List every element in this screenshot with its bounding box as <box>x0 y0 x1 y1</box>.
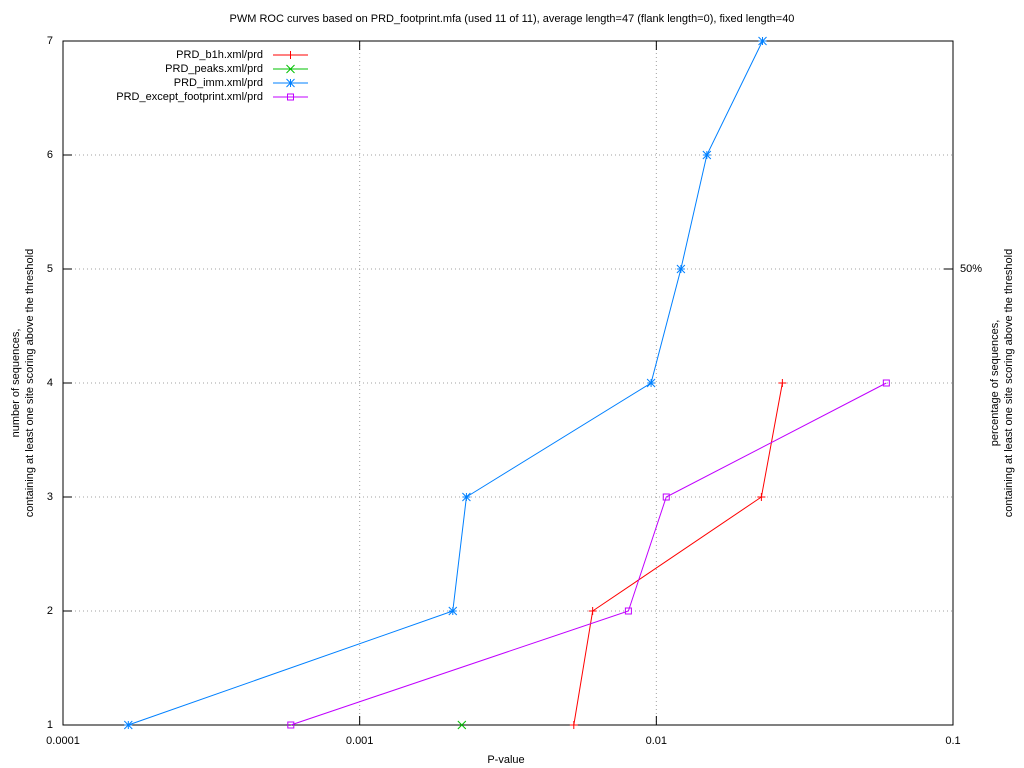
y-tick-label: 4 <box>47 377 53 389</box>
legend-marker <box>286 51 295 59</box>
y-tick-label: 5 <box>47 263 53 275</box>
marker <box>123 720 133 730</box>
legend-label: PRD_peaks.xml/prd <box>165 63 263 75</box>
marker <box>588 607 597 615</box>
series-line <box>573 382 783 726</box>
y-tick-label: 7 <box>47 35 53 47</box>
plot-border <box>62 40 954 726</box>
y-tick-label: 6 <box>47 149 53 161</box>
marker <box>457 720 467 730</box>
marker <box>662 493 670 501</box>
x-tick-label: 0.01 <box>646 735 667 747</box>
y2-tick-label: 50% <box>960 263 982 275</box>
legend-label: PRD_b1h.xml/prd <box>176 49 263 61</box>
y-tick-label: 1 <box>47 719 53 731</box>
y-axis-label: number of sequences, <box>10 329 22 438</box>
x-tick-label: 0.1 <box>945 735 960 747</box>
marker <box>778 379 787 387</box>
marker <box>287 721 295 729</box>
legend-label: PRD_imm.xml/prd <box>174 77 263 89</box>
marker <box>882 379 890 387</box>
marker <box>676 264 686 274</box>
y2-axis-label: percentage of sequences, <box>989 320 1001 447</box>
marker <box>758 36 767 46</box>
marker <box>757 493 766 501</box>
y-tick-label: 2 <box>47 605 53 617</box>
legend-marker <box>287 93 294 101</box>
chart-title: PWM ROC curves based on PRD_footprint.mf… <box>230 13 795 25</box>
marker <box>702 150 712 160</box>
marker <box>462 492 471 502</box>
legend-marker <box>286 64 295 74</box>
legend-marker <box>286 78 295 88</box>
y-axis-label: containing at least one site scoring abo… <box>24 249 36 517</box>
x-tick-label: 0.0001 <box>46 735 80 747</box>
marker <box>569 721 578 729</box>
marker <box>624 607 632 615</box>
marker <box>448 606 458 616</box>
y-tick-label: 3 <box>47 491 53 503</box>
legend-label: PRD_except_footprint.xml/prd <box>116 91 263 103</box>
x-axis-label: P-value <box>487 754 524 766</box>
x-tick-label: 0.001 <box>346 735 374 747</box>
series-line <box>290 382 887 726</box>
marker <box>646 378 656 388</box>
y2-axis-label: containing at least one site scoring abo… <box>1003 249 1015 517</box>
